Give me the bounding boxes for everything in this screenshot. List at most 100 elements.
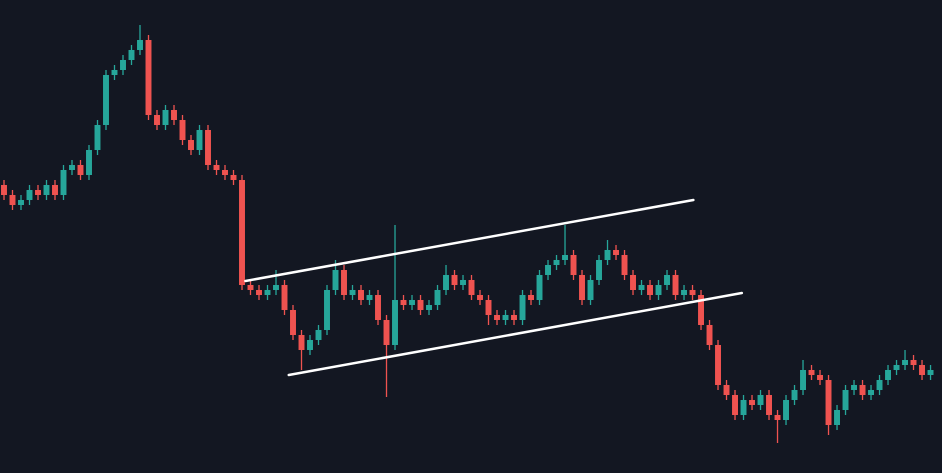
candle-body — [919, 365, 925, 375]
candle-body — [443, 275, 449, 290]
candle-body — [77, 165, 84, 175]
candle-body — [171, 110, 177, 120]
candle-body — [613, 250, 619, 255]
candle-body — [902, 360, 908, 365]
candle-body — [86, 150, 92, 175]
candle-body — [791, 390, 798, 400]
candle-body — [196, 130, 203, 150]
candle-body — [885, 370, 891, 380]
candle-body — [842, 390, 849, 410]
candle-body — [349, 290, 356, 295]
candle-body — [264, 290, 271, 295]
candle-body — [35, 190, 41, 195]
candle-body — [723, 385, 730, 395]
candle-body — [409, 300, 415, 305]
candle-body — [910, 360, 917, 365]
candle-body — [834, 410, 840, 425]
candle-body — [247, 285, 254, 290]
candle-body — [434, 290, 441, 305]
candle-body — [179, 120, 186, 140]
candle-body — [859, 385, 866, 395]
candle-body — [468, 280, 475, 295]
candle-body — [545, 265, 551, 275]
candle-body — [52, 185, 58, 195]
candle-body — [18, 200, 24, 205]
candle-body — [783, 400, 789, 420]
candle-body — [256, 290, 262, 295]
candle-body — [528, 295, 534, 300]
candle-body — [604, 250, 611, 260]
candle-body — [502, 315, 509, 320]
candle-body — [715, 345, 721, 385]
candle-body — [757, 395, 764, 405]
candle-body — [868, 390, 874, 395]
candle-body — [128, 50, 135, 60]
candle-body — [766, 395, 772, 415]
candle-body — [60, 170, 67, 195]
candle-body — [460, 280, 466, 285]
candle-body — [366, 295, 373, 300]
candle-body — [332, 270, 339, 290]
candle-body — [706, 325, 713, 345]
candle-body — [477, 295, 483, 300]
candle-body — [315, 330, 322, 340]
candle-body — [672, 275, 679, 295]
candle-body — [698, 295, 704, 325]
candle-body — [426, 305, 432, 310]
candle-body — [596, 260, 602, 280]
candle-body — [893, 365, 900, 370]
candle-body — [519, 295, 526, 320]
candle-body — [1, 185, 7, 195]
candle-body — [239, 180, 245, 285]
candle-body — [621, 255, 628, 275]
candle-body — [647, 285, 653, 295]
candle-body — [536, 275, 543, 300]
candle-body — [562, 255, 568, 260]
candle-body — [324, 290, 330, 330]
candle-body — [94, 125, 101, 150]
candle-body — [213, 165, 220, 170]
channel-line — [244, 198, 695, 283]
candle-body — [825, 380, 832, 425]
candle-body — [154, 115, 160, 125]
candle-body — [383, 320, 390, 345]
candle-body — [298, 335, 305, 350]
candle-body — [749, 400, 755, 405]
candle-body — [664, 275, 670, 285]
candle-body — [43, 185, 50, 195]
candle-body — [145, 40, 152, 115]
channel-line — [287, 291, 744, 377]
candle-body — [162, 110, 169, 125]
candle-body — [808, 370, 815, 375]
candle-body — [579, 275, 585, 300]
candle-body — [69, 165, 75, 170]
candle-body — [341, 270, 347, 295]
candle-body — [111, 70, 118, 75]
candle-body — [281, 285, 288, 310]
candle-body — [485, 300, 492, 315]
candle-body — [630, 275, 636, 290]
candle-body — [400, 300, 407, 305]
candle-body — [451, 275, 458, 285]
candle-body — [681, 290, 687, 295]
candle-body — [927, 370, 934, 375]
candle-body — [358, 290, 364, 300]
candle-body — [587, 280, 594, 300]
candle-body — [230, 175, 237, 180]
candle-body — [570, 255, 577, 275]
candle-body — [800, 370, 806, 390]
candle-body — [740, 400, 747, 415]
candle-body — [375, 295, 381, 320]
candle-body — [9, 195, 16, 205]
candle-body — [307, 340, 313, 350]
candle-body — [205, 130, 211, 165]
candle-body — [188, 140, 194, 150]
candle-body — [222, 170, 228, 175]
candle-body — [732, 395, 738, 415]
candle-body — [137, 40, 143, 50]
candle-body — [273, 285, 279, 290]
candle-body — [553, 260, 560, 265]
candle-body — [120, 60, 126, 70]
